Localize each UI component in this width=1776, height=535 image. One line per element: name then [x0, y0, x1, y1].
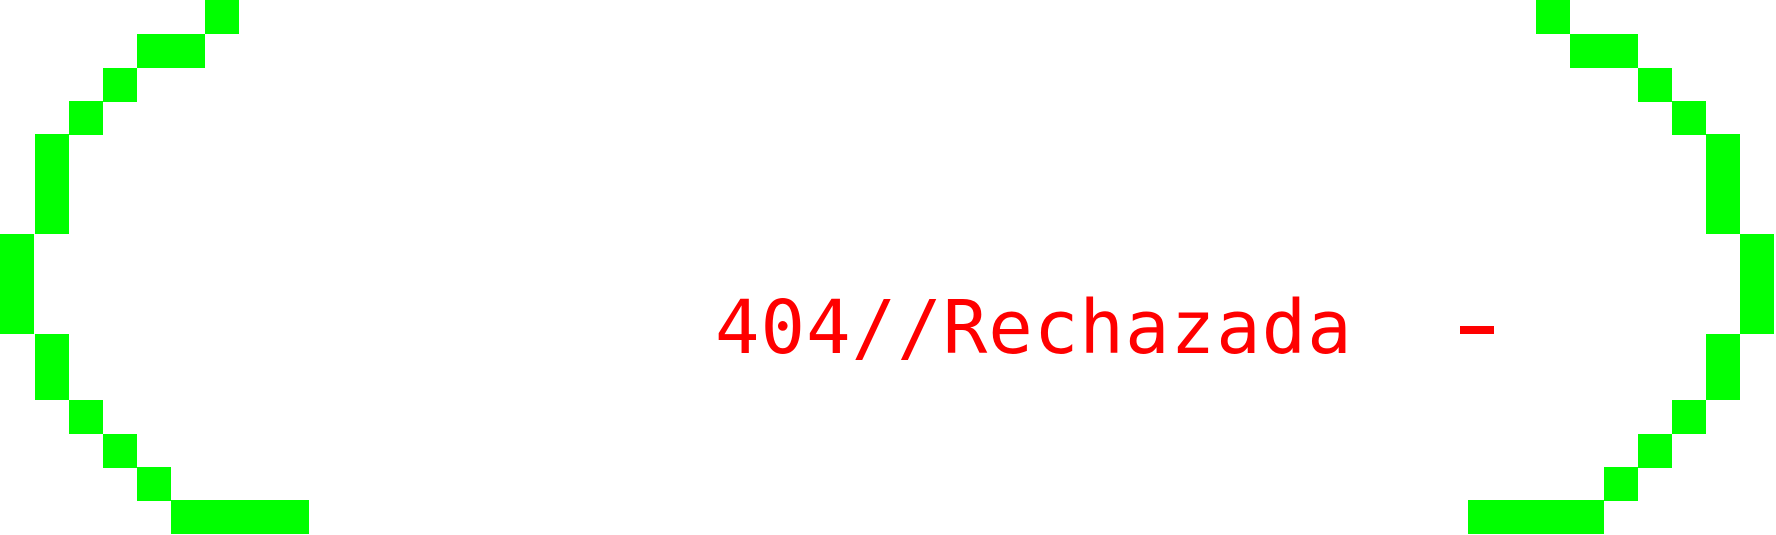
separator-dash: [1460, 326, 1494, 334]
error-message: 404//Rechazada: [715, 285, 1353, 371]
